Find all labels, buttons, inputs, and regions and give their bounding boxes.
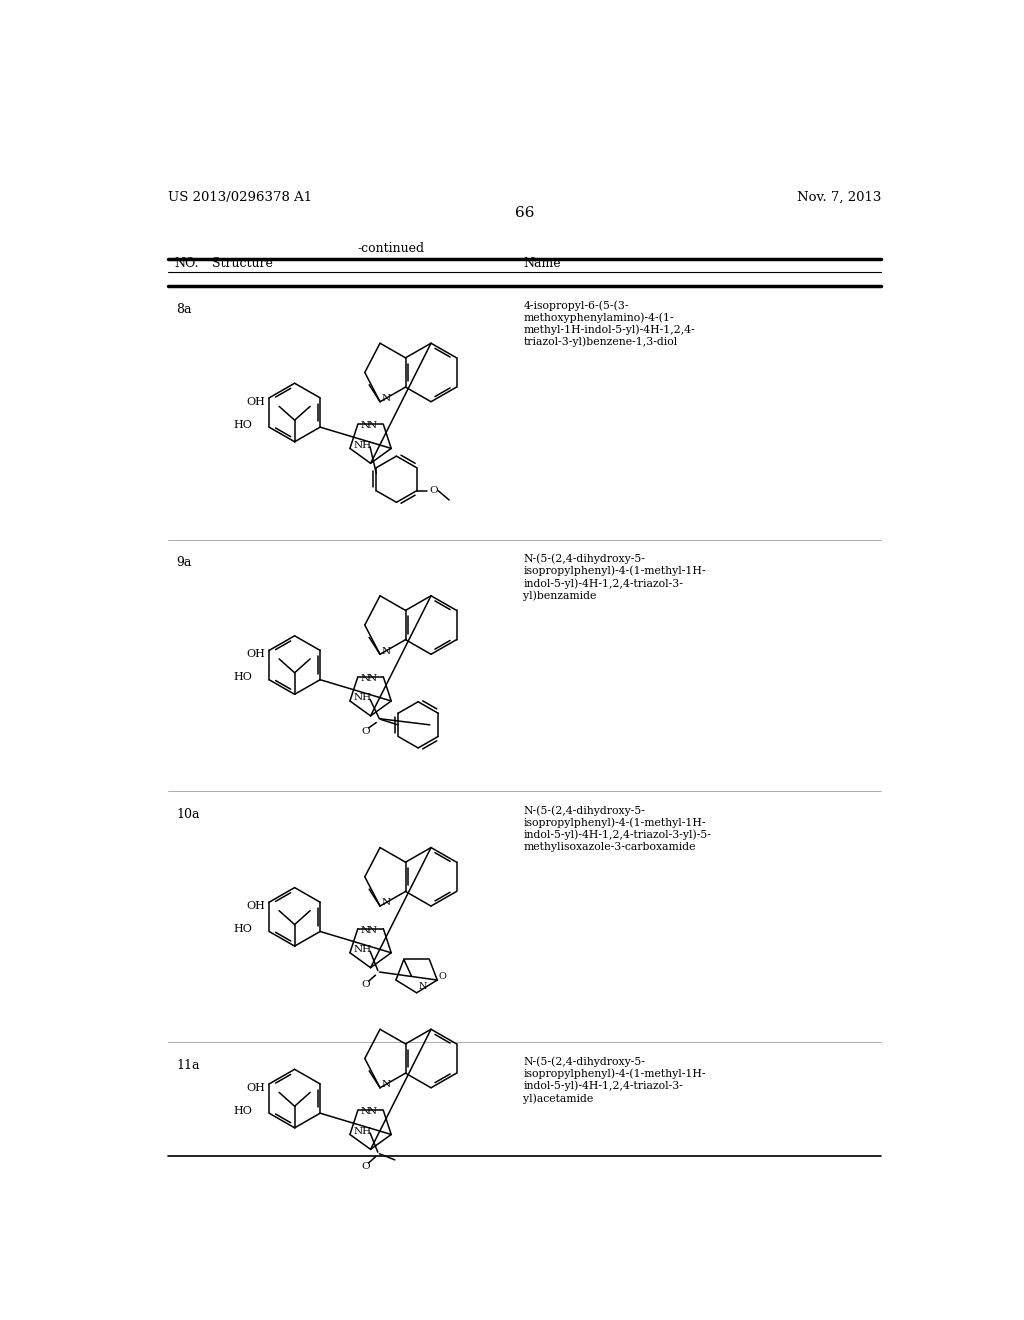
Text: HO: HO xyxy=(233,924,252,935)
Text: NH: NH xyxy=(353,693,371,702)
Text: NH: NH xyxy=(353,441,371,450)
Text: 9a: 9a xyxy=(176,557,191,569)
Text: Structure: Structure xyxy=(212,257,272,271)
Text: N: N xyxy=(368,925,377,935)
Text: US 2013/0296378 A1: US 2013/0296378 A1 xyxy=(168,190,312,203)
Text: Name: Name xyxy=(523,257,561,271)
Text: OH: OH xyxy=(247,1082,265,1093)
Text: OH: OH xyxy=(247,902,265,911)
Text: 8a: 8a xyxy=(176,304,191,317)
Text: 4-isopropyl-6-(5-(3-
methoxyphenylamino)-4-(1-
methyl-1H-indol-5-yl)-4H-1,2,4-
t: 4-isopropyl-6-(5-(3- methoxyphenylamino)… xyxy=(523,300,695,347)
Text: N: N xyxy=(382,647,391,656)
Text: N-(5-(2,4-dihydroxy-5-
isopropylphenyl)-4-(1-methyl-1H-
indol-5-yl)-4H-1,2,4-tri: N-(5-(2,4-dihydroxy-5- isopropylphenyl)-… xyxy=(523,1056,706,1104)
Text: N: N xyxy=(368,1107,377,1117)
Text: HO: HO xyxy=(233,420,252,430)
Text: 10a: 10a xyxy=(176,808,200,821)
Text: 11a: 11a xyxy=(176,1059,200,1072)
Text: -continued: -continued xyxy=(358,242,425,255)
Text: NH: NH xyxy=(353,945,371,954)
Text: O: O xyxy=(361,1162,370,1171)
Text: N: N xyxy=(360,1107,370,1117)
Text: N: N xyxy=(368,421,377,430)
Text: N: N xyxy=(360,421,370,430)
Text: O: O xyxy=(361,979,370,989)
Text: N: N xyxy=(360,925,370,935)
Text: OH: OH xyxy=(247,649,265,659)
Text: O: O xyxy=(438,973,446,982)
Text: N: N xyxy=(360,675,370,682)
Text: N-(5-(2,4-dihydroxy-5-
isopropylphenyl)-4-(1-methyl-1H-
indol-5-yl)-4H-1,2,4-tri: N-(5-(2,4-dihydroxy-5- isopropylphenyl)-… xyxy=(523,553,706,601)
Text: Nov. 7, 2013: Nov. 7, 2013 xyxy=(797,190,882,203)
Text: N: N xyxy=(382,1080,391,1089)
Text: O: O xyxy=(429,486,437,495)
Text: HO: HO xyxy=(233,1106,252,1115)
Text: N: N xyxy=(418,982,427,991)
Text: N: N xyxy=(382,899,391,907)
Text: N: N xyxy=(368,675,377,682)
Text: N: N xyxy=(382,395,391,403)
Text: O: O xyxy=(361,726,370,735)
Text: NH: NH xyxy=(353,1127,371,1137)
Text: HO: HO xyxy=(233,672,252,682)
Text: NO.: NO. xyxy=(174,257,199,271)
Text: 66: 66 xyxy=(515,206,535,220)
Text: OH: OH xyxy=(247,397,265,407)
Text: N-(5-(2,4-dihydroxy-5-
isopropylphenyl)-4-(1-methyl-1H-
indol-5-yl)-4H-1,2,4-tri: N-(5-(2,4-dihydroxy-5- isopropylphenyl)-… xyxy=(523,805,711,851)
